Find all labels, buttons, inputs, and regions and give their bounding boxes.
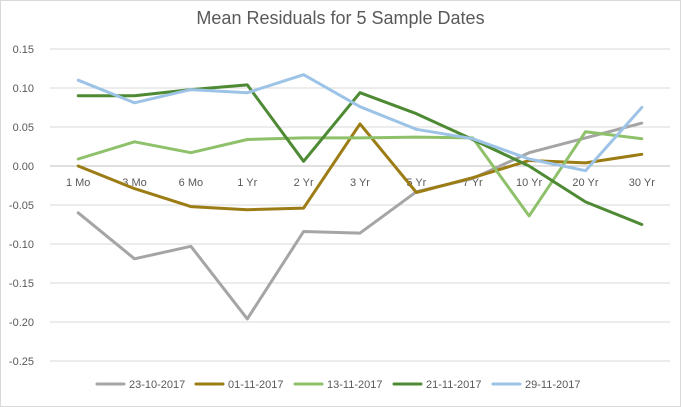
series-line <box>76 122 644 212</box>
x-tick-label: 2 Yr <box>294 177 314 189</box>
legend-label: 21-11-2017 <box>426 379 481 391</box>
series-line <box>76 121 644 321</box>
y-tick-label: -0.10 <box>9 239 34 251</box>
y-tick-label: -0.05 <box>9 200 34 212</box>
y-tick-label: 0.05 <box>13 122 34 134</box>
y-tick-label: 0.00 <box>13 161 34 173</box>
series-line <box>76 73 644 173</box>
series-line <box>76 130 644 218</box>
x-tick-label: 10 Yr <box>516 177 542 189</box>
series-line <box>76 83 644 226</box>
x-tick-label: 1 Yr <box>237 177 257 189</box>
y-tick-label: -0.15 <box>9 278 34 290</box>
chart-title: Mean Residuals for 5 Sample Dates <box>196 8 485 28</box>
x-tick-label: 20 Yr <box>572 177 598 189</box>
x-tick-label: 6 Mo <box>179 177 203 189</box>
y-tick-label: 0.10 <box>13 83 34 95</box>
y-tick-label: -0.20 <box>9 317 34 329</box>
legend-label: 01-11-2017 <box>228 379 283 391</box>
legend-label: 23-10-2017 <box>129 379 185 391</box>
y-tick-label: -0.25 <box>9 356 34 368</box>
y-tick-label: 0.15 <box>13 44 34 56</box>
legend-label: 29-11-2017 <box>525 379 580 391</box>
x-tick-label: 3 Yr <box>350 177 370 189</box>
legend-label: 13-11-2017 <box>327 379 382 391</box>
x-tick-label: 30 Yr <box>629 177 655 189</box>
x-tick-label: 1 Mo <box>66 177 90 189</box>
